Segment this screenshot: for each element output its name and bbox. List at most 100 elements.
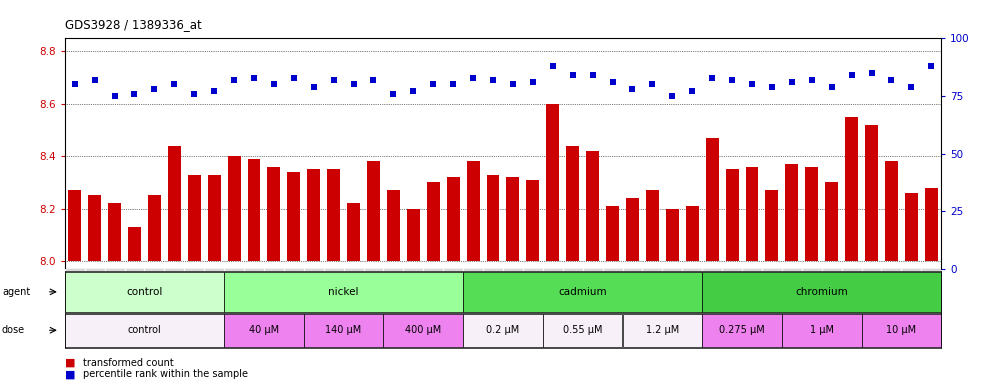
Point [346,81,362,88]
Text: GSM782316: GSM782316 [371,269,376,313]
Point [246,74,262,81]
Bar [845,117,858,261]
Text: GSM782308: GSM782308 [829,269,835,313]
Bar [304,314,383,347]
Text: GSM782281: GSM782281 [92,269,98,313]
Point [286,74,302,81]
Point [67,81,83,88]
Text: GSM782284: GSM782284 [390,269,396,313]
Text: GSM782301: GSM782301 [649,269,655,313]
Text: GSM782286: GSM782286 [789,269,795,313]
Text: GSM782312: GSM782312 [669,269,675,313]
Text: GSM782287: GSM782287 [869,269,874,313]
Bar [307,169,320,261]
Text: ■: ■ [65,358,79,368]
Text: 400 μM: 400 μM [405,325,441,335]
Text: GSM782290: GSM782290 [629,269,635,313]
Bar [65,314,224,347]
Text: GSM782307: GSM782307 [749,269,755,313]
Text: GSM782321: GSM782321 [530,269,536,313]
Bar [187,175,200,261]
Bar [785,164,798,261]
Point [306,84,322,90]
Bar [904,193,917,261]
Point [585,72,601,78]
Text: GSM782280: GSM782280 [72,269,78,313]
Bar [702,271,941,312]
Point [784,79,800,85]
Point [844,72,860,78]
Text: GSM782300: GSM782300 [570,269,576,313]
Text: GSM782297: GSM782297 [809,269,815,313]
Text: GSM782302: GSM782302 [151,269,157,313]
Text: GSM782314: GSM782314 [211,269,217,313]
Bar [625,198,639,261]
Point [206,88,222,94]
Text: 1.2 μM: 1.2 μM [645,325,679,335]
Point [485,77,501,83]
Bar [665,209,678,261]
Point [445,81,461,88]
Bar [725,169,738,261]
Bar [108,204,122,261]
Bar [227,156,240,261]
Bar [68,190,81,261]
Text: GSM782293: GSM782293 [251,269,257,313]
Bar [865,125,877,261]
Bar [765,190,778,261]
Text: GSM782288: GSM782288 [470,269,476,313]
Text: GDS3928 / 1389336_at: GDS3928 / 1389336_at [65,18,201,31]
Bar [566,146,579,261]
Text: GSM782303: GSM782303 [171,269,177,313]
Bar [543,314,622,347]
Bar [247,159,261,261]
Text: GSM782310: GSM782310 [510,269,516,313]
Bar [486,175,499,261]
Point [664,93,680,99]
Text: chromium: chromium [796,287,848,297]
Text: GSM782294: GSM782294 [331,269,337,313]
Text: GSM782283: GSM782283 [311,269,317,313]
Bar [367,161,379,261]
Bar [386,190,399,261]
Text: GSM782323: GSM782323 [689,269,695,313]
Point [744,81,760,88]
Bar [463,314,543,347]
Point [605,79,621,85]
Point [624,86,640,92]
Point [864,70,879,76]
Text: GSM782320: GSM782320 [928,269,934,313]
Point [186,91,202,97]
Text: percentile rank within the sample: percentile rank within the sample [83,369,248,379]
Bar [645,190,659,261]
Point [146,86,162,92]
Text: 0.275 μM: 0.275 μM [719,325,765,335]
Text: GSM782285: GSM782285 [709,269,715,313]
Bar [167,146,181,261]
Bar [127,227,141,261]
Bar [383,314,463,347]
Text: transformed count: transformed count [83,358,173,368]
Bar [267,167,280,261]
Bar [924,188,937,261]
Bar [506,177,519,261]
Point [545,63,561,69]
Point [425,81,441,88]
Text: control: control [127,325,161,335]
Point [126,91,142,97]
Bar [147,195,161,261]
Text: GSM782315: GSM782315 [291,269,297,313]
Point [724,77,740,83]
Text: 140 μM: 140 μM [326,325,362,335]
Text: 0.55 μM: 0.55 μM [563,325,603,335]
Bar [825,182,838,261]
Point [684,88,700,94]
Bar [446,177,459,261]
Point [266,81,282,88]
Text: dose: dose [2,325,25,335]
Bar [745,167,758,261]
Bar [406,209,419,261]
Bar [622,314,702,347]
Text: GSM782322: GSM782322 [610,269,616,313]
Bar [207,175,220,261]
